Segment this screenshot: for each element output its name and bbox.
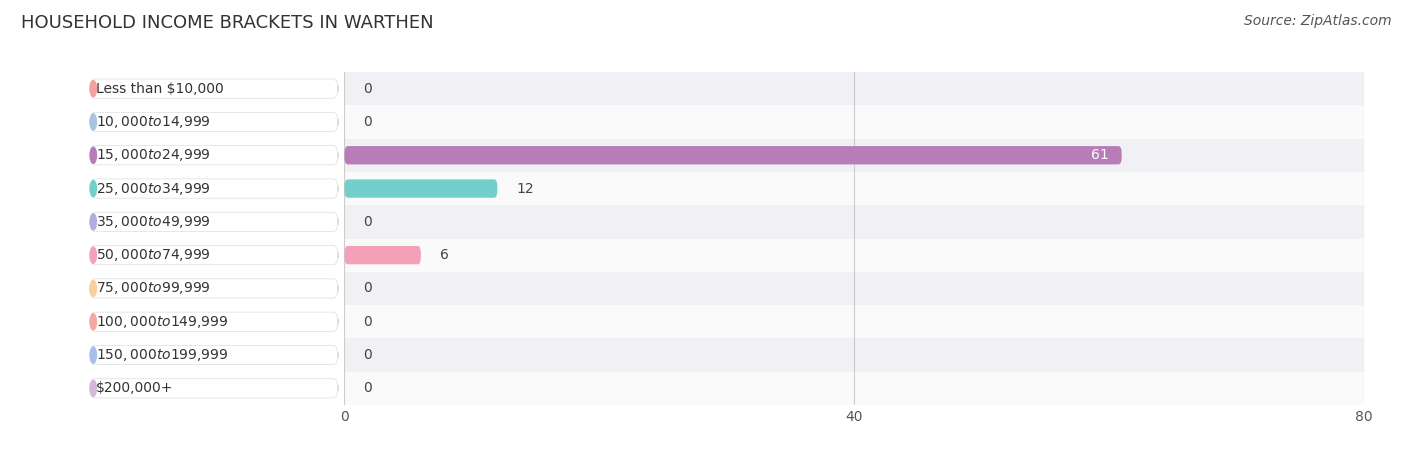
- Bar: [344, 372, 1364, 405]
- Text: $25,000 to $34,999: $25,000 to $34,999: [96, 180, 211, 197]
- FancyBboxPatch shape: [344, 246, 420, 264]
- FancyBboxPatch shape: [90, 279, 337, 298]
- Circle shape: [90, 280, 97, 297]
- Text: $50,000 to $74,999: $50,000 to $74,999: [96, 247, 211, 263]
- Text: 0: 0: [364, 215, 373, 229]
- Text: 6: 6: [440, 248, 449, 262]
- Circle shape: [90, 247, 97, 263]
- Bar: [344, 338, 1364, 372]
- Text: 0: 0: [364, 115, 373, 129]
- FancyBboxPatch shape: [90, 212, 337, 231]
- Text: 0: 0: [364, 348, 373, 362]
- Text: 0: 0: [364, 315, 373, 329]
- Circle shape: [90, 314, 97, 330]
- FancyBboxPatch shape: [344, 146, 1122, 164]
- FancyBboxPatch shape: [90, 312, 337, 331]
- Circle shape: [90, 147, 97, 163]
- Text: 0: 0: [364, 381, 373, 396]
- Bar: [344, 205, 1364, 239]
- Bar: [344, 238, 1364, 272]
- Text: 61: 61: [1091, 148, 1109, 162]
- Bar: [344, 105, 1364, 139]
- Text: HOUSEHOLD INCOME BRACKETS IN WARTHEN: HOUSEHOLD INCOME BRACKETS IN WARTHEN: [21, 14, 433, 32]
- Text: $200,000+: $200,000+: [96, 381, 173, 396]
- Bar: [344, 139, 1364, 172]
- Text: $100,000 to $149,999: $100,000 to $149,999: [96, 314, 229, 330]
- Text: 12: 12: [516, 181, 534, 196]
- Text: $75,000 to $99,999: $75,000 to $99,999: [96, 280, 211, 297]
- Bar: [344, 305, 1364, 338]
- Circle shape: [90, 214, 97, 230]
- FancyBboxPatch shape: [344, 180, 498, 198]
- Text: 0: 0: [364, 281, 373, 296]
- FancyBboxPatch shape: [90, 112, 337, 131]
- Circle shape: [90, 180, 97, 197]
- FancyBboxPatch shape: [90, 246, 337, 265]
- Circle shape: [90, 81, 97, 97]
- Text: Source: ZipAtlas.com: Source: ZipAtlas.com: [1244, 14, 1392, 27]
- Text: Less than $10,000: Less than $10,000: [96, 81, 224, 96]
- Circle shape: [90, 114, 97, 130]
- Bar: [344, 72, 1364, 105]
- FancyBboxPatch shape: [90, 346, 337, 365]
- Text: $15,000 to $24,999: $15,000 to $24,999: [96, 147, 211, 163]
- Bar: [344, 172, 1364, 205]
- FancyBboxPatch shape: [90, 179, 337, 198]
- Circle shape: [90, 380, 97, 396]
- Text: $35,000 to $49,999: $35,000 to $49,999: [96, 214, 211, 230]
- Text: $150,000 to $199,999: $150,000 to $199,999: [96, 347, 229, 363]
- Text: $10,000 to $14,999: $10,000 to $14,999: [96, 114, 211, 130]
- FancyBboxPatch shape: [90, 146, 337, 165]
- Bar: [344, 272, 1364, 305]
- FancyBboxPatch shape: [90, 79, 337, 98]
- FancyBboxPatch shape: [90, 379, 337, 398]
- Circle shape: [90, 347, 97, 363]
- Text: 0: 0: [364, 81, 373, 96]
